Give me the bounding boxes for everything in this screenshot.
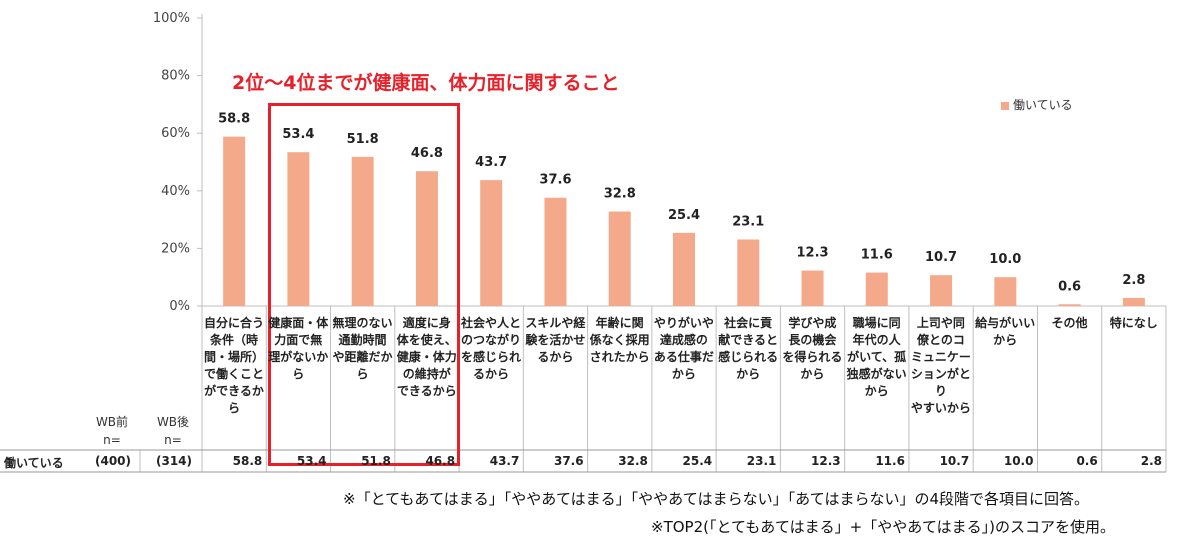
y-tick-label: 60% — [161, 126, 190, 141]
bar-value-label: 32.8 — [604, 187, 636, 202]
bar-value-label: 25.4 — [668, 208, 700, 223]
bar — [351, 156, 374, 306]
category-label: その他 — [1051, 316, 1088, 330]
category-label: スキルや経 験を活かせ るから — [525, 316, 586, 364]
category-label: やりがいや 達成感の ある仕事だ から — [653, 316, 714, 381]
category-label: 社会に貢 献できると 感じられる から — [718, 316, 779, 381]
table-value-cell: 11.6 — [875, 454, 905, 468]
category-label: 無理のない 通勤時間 や距離だか ら — [332, 316, 393, 381]
category-label: 職場に同 年代の人 がいて、孤 独感がない から — [846, 316, 907, 398]
bar-value-label: 46.8 — [411, 146, 443, 161]
wb-before-header: WB前 n= — [82, 413, 142, 449]
bar — [801, 270, 824, 306]
category-label: 健康面・体 力面で無 理がないか ら — [268, 316, 329, 381]
wb-after-n-value: (314) — [156, 454, 193, 468]
bar — [1122, 297, 1145, 306]
table-value-cell: 37.6 — [553, 454, 584, 468]
bar — [223, 136, 246, 306]
legend-swatch — [1001, 101, 1009, 110]
bar-value-label: 0.6 — [1058, 279, 1081, 294]
wb-after-header-text: WB後 — [156, 415, 190, 429]
chart-legend: 働いている — [1001, 96, 1073, 113]
bar — [994, 277, 1017, 306]
footnote-1: ※「とてもあてはまる」「ややあてはまる」「ややあてはまらない」「あてはまらない」… — [343, 490, 1090, 508]
wb-before-n-value: (400) — [95, 454, 132, 468]
table-value-cell: 43.7 — [489, 454, 520, 468]
bar-value-label: 37.6 — [539, 173, 571, 188]
wb-after-header: WB後 n= — [143, 413, 203, 449]
y-tick-label: 40% — [161, 184, 190, 199]
y-tick-label: 20% — [161, 241, 190, 256]
table-value-cell: 25.4 — [682, 454, 713, 468]
legend-label: 働いている — [1013, 98, 1073, 112]
table-value-cell: 12.3 — [811, 454, 841, 468]
footnote-2: ※TOP2(「とてもあてはまる」+「ややあてはまる」)のスコアを使用。 — [651, 518, 1116, 536]
table-value-cell: 10.0 — [1003, 454, 1034, 468]
bar — [930, 275, 953, 306]
bar-value-label: 51.8 — [347, 132, 379, 147]
category-label: 上司や同 僚とのコ ミュニケー ションがとり やすいから — [910, 316, 971, 415]
bars-group: 58.8 53.4 51.8 46.8 43.7 37.6 32.8 25.4 23.1 12.3… — [218, 112, 1145, 306]
bar-value-label: 23.1 — [732, 214, 764, 229]
bar — [415, 171, 438, 306]
category-label: 自分に合う 条件（時 間・場所） で働くこと ができるか ら — [203, 316, 264, 415]
category-label: 社会や人と のつながり を感じられ るから — [461, 316, 522, 381]
table-value-cell: 32.8 — [618, 454, 648, 468]
bar — [544, 197, 567, 306]
category-label: 特になし — [1109, 316, 1158, 330]
bar — [673, 232, 695, 306]
table-value-cell: 0.6 — [1076, 454, 1098, 468]
bar-value-label: 58.8 — [218, 112, 250, 127]
table-value-cell: 51.8 — [361, 454, 391, 468]
bar-value-label: 43.7 — [475, 155, 507, 170]
table-value-cell: 46.8 — [425, 454, 456, 468]
wb-before-header-text: WB前 — [95, 415, 129, 429]
bar-value-label: 10.7 — [925, 250, 957, 265]
y-tick-label: 100% — [153, 11, 190, 26]
table-value-cell: 10.7 — [939, 454, 970, 468]
table-row-label: 働いている — [4, 456, 64, 470]
wb-after-n-label: n= — [164, 433, 182, 447]
y-tick-label: 0% — [169, 299, 190, 314]
bar — [1058, 304, 1081, 306]
table-value-cell: 58.8 — [232, 454, 263, 468]
table-value-cell: 53.4 — [296, 454, 327, 468]
bar — [865, 272, 888, 306]
category-label: 年齢に関 係なく採用 されたから — [589, 316, 650, 364]
category-label: 学びや成 長の機会 を得られる から — [782, 316, 843, 381]
category-label: 給与がいい から — [975, 316, 1036, 347]
table-value-cell: 2.8 — [1140, 454, 1162, 468]
bar — [608, 211, 631, 306]
bar — [737, 239, 760, 306]
category-label: 適度に身 体を使え、 健康・体力 の維持が できるから — [396, 316, 457, 398]
y-tick-label: 80% — [161, 69, 190, 84]
bar-value-label: 2.8 — [1122, 273, 1145, 288]
bar — [287, 152, 310, 306]
table-value-cell: 23.1 — [746, 454, 777, 468]
bar-value-label: 10.0 — [989, 252, 1021, 267]
highlight-box — [268, 103, 460, 466]
bar-value-label: 12.3 — [796, 246, 828, 261]
chart-annotation: 2位～4位までが健康面、体力面に関すること — [232, 72, 620, 94]
wb-before-n-label: n= — [103, 433, 121, 447]
bar-value-label: 53.4 — [282, 127, 314, 142]
bar-value-label: 11.6 — [861, 248, 893, 263]
bar — [480, 180, 503, 306]
